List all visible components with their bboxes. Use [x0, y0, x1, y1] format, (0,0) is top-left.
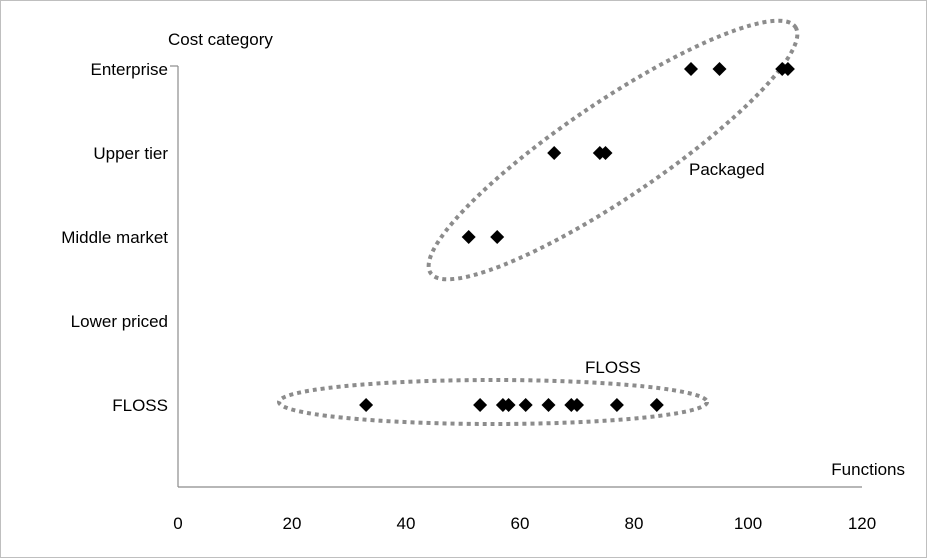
- x-tick-label-100: 100: [734, 514, 762, 533]
- data-point-11: [490, 230, 505, 244]
- data-point-4: [518, 398, 533, 412]
- x-tick-label-120: 120: [848, 514, 876, 533]
- data-point-0: [359, 398, 374, 412]
- x-tick-label-0: 0: [173, 514, 182, 533]
- data-point-14: [598, 146, 613, 160]
- y-tick-labels: FLOSS Lower priced Middle market Upper tier…: [61, 60, 168, 415]
- y-tick-label-lower-priced: Lower priced: [71, 312, 168, 331]
- axes: [170, 65, 862, 488]
- data-point-7: [570, 398, 584, 412]
- data-point-18: [780, 62, 795, 76]
- y-axis-title: Cost category: [168, 30, 273, 49]
- floss-group-ellipse: [277, 378, 709, 426]
- y-tick-label-floss: FLOSS: [112, 396, 168, 415]
- x-axis-title: Functions: [831, 460, 905, 479]
- y-tick-label-enterprise: Enterprise: [91, 60, 168, 79]
- data-point-1: [473, 398, 488, 412]
- x-tick-label-40: 40: [397, 514, 416, 533]
- data-points: [359, 62, 795, 412]
- y-tick-label-upper-tier: Upper tier: [93, 144, 168, 163]
- data-point-5: [541, 398, 556, 412]
- data-point-8: [609, 398, 624, 412]
- data-point-3: [501, 398, 516, 412]
- group-annotations: Packaged FLOSS: [277, 18, 800, 426]
- x-tick-label-80: 80: [625, 514, 644, 533]
- x-tick-labels: 0 20 40 60 80 100 120: [173, 514, 876, 533]
- data-point-12: [547, 146, 562, 160]
- data-point-9: [649, 398, 664, 412]
- floss-annotation-label: FLOSS: [585, 358, 641, 377]
- x-tick-label-60: 60: [511, 514, 530, 533]
- y-tick-label-middle-market: Middle market: [61, 228, 168, 247]
- packaged-annotation-label: Packaged: [689, 160, 765, 179]
- x-tick-label-20: 20: [283, 514, 302, 533]
- packaged-group-ellipse: [426, 18, 800, 282]
- data-point-10: [461, 230, 476, 244]
- data-point-16: [712, 62, 727, 76]
- data-point-15: [684, 62, 698, 76]
